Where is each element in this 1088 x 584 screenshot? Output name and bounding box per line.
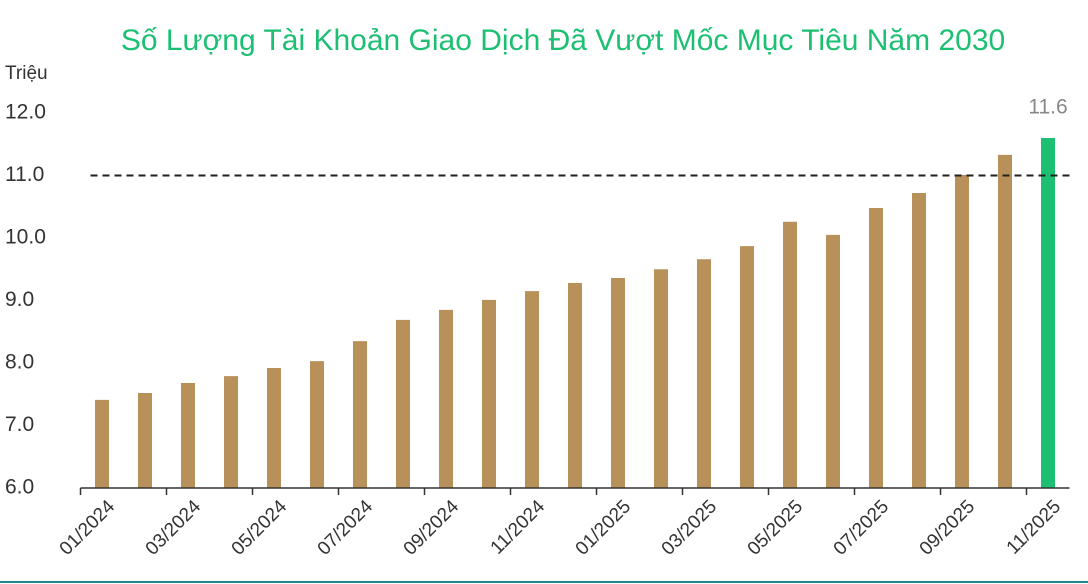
y-tick-label: 7.0 — [5, 413, 34, 436]
y-tick-label: 12.0 — [5, 101, 46, 124]
bar — [310, 361, 324, 488]
bar — [439, 309, 453, 488]
x-tick-label: 09/2025 — [916, 496, 979, 559]
y-tick-label: 6.0 — [5, 476, 34, 499]
x-tick-label: 01/2025 — [572, 496, 635, 559]
bar — [697, 259, 711, 488]
y-tick-label: 8.0 — [5, 351, 34, 374]
bar — [353, 341, 367, 488]
bar — [482, 299, 496, 488]
bar — [138, 393, 152, 488]
chart-title: Số Lượng Tài Khoản Giao Dịch Đã Vượt Mốc… — [121, 24, 1005, 57]
x-tick-label: 07/2024 — [314, 496, 378, 560]
x-tick-label: 11/2024 — [487, 496, 550, 559]
bar — [611, 278, 625, 488]
bar — [955, 174, 969, 488]
bar — [1041, 138, 1055, 488]
bar — [525, 291, 539, 488]
x-tick-label: 03/2024 — [142, 496, 206, 560]
bar — [826, 234, 840, 488]
x-tick-label: 05/2025 — [744, 496, 807, 559]
bar — [396, 319, 410, 488]
x-tick-label: 01/2024 — [56, 496, 120, 560]
bar — [654, 269, 668, 488]
x-tick-label: 05/2024 — [228, 496, 292, 560]
x-tick-label: 07/2025 — [830, 496, 893, 559]
bar — [998, 154, 1012, 488]
y-tick-label: 11.0 — [5, 163, 44, 186]
bar — [95, 399, 109, 488]
y-axis-unit: Triệu — [5, 63, 48, 84]
bar — [568, 283, 582, 488]
x-tick-label: 03/2025 — [658, 496, 721, 559]
bar — [869, 208, 883, 488]
bar — [740, 246, 754, 488]
bar — [912, 193, 926, 488]
bar — [267, 368, 281, 488]
y-tick-label: 10.0 — [5, 226, 46, 249]
y-tick-label: 9.0 — [5, 288, 34, 311]
bar — [783, 221, 797, 488]
x-tick-label: 09/2024 — [400, 496, 464, 560]
x-tick-label: 11/2025 — [1003, 496, 1065, 558]
bar — [224, 376, 238, 488]
value-label: 11.6 — [1028, 96, 1067, 119]
bar — [181, 383, 195, 488]
